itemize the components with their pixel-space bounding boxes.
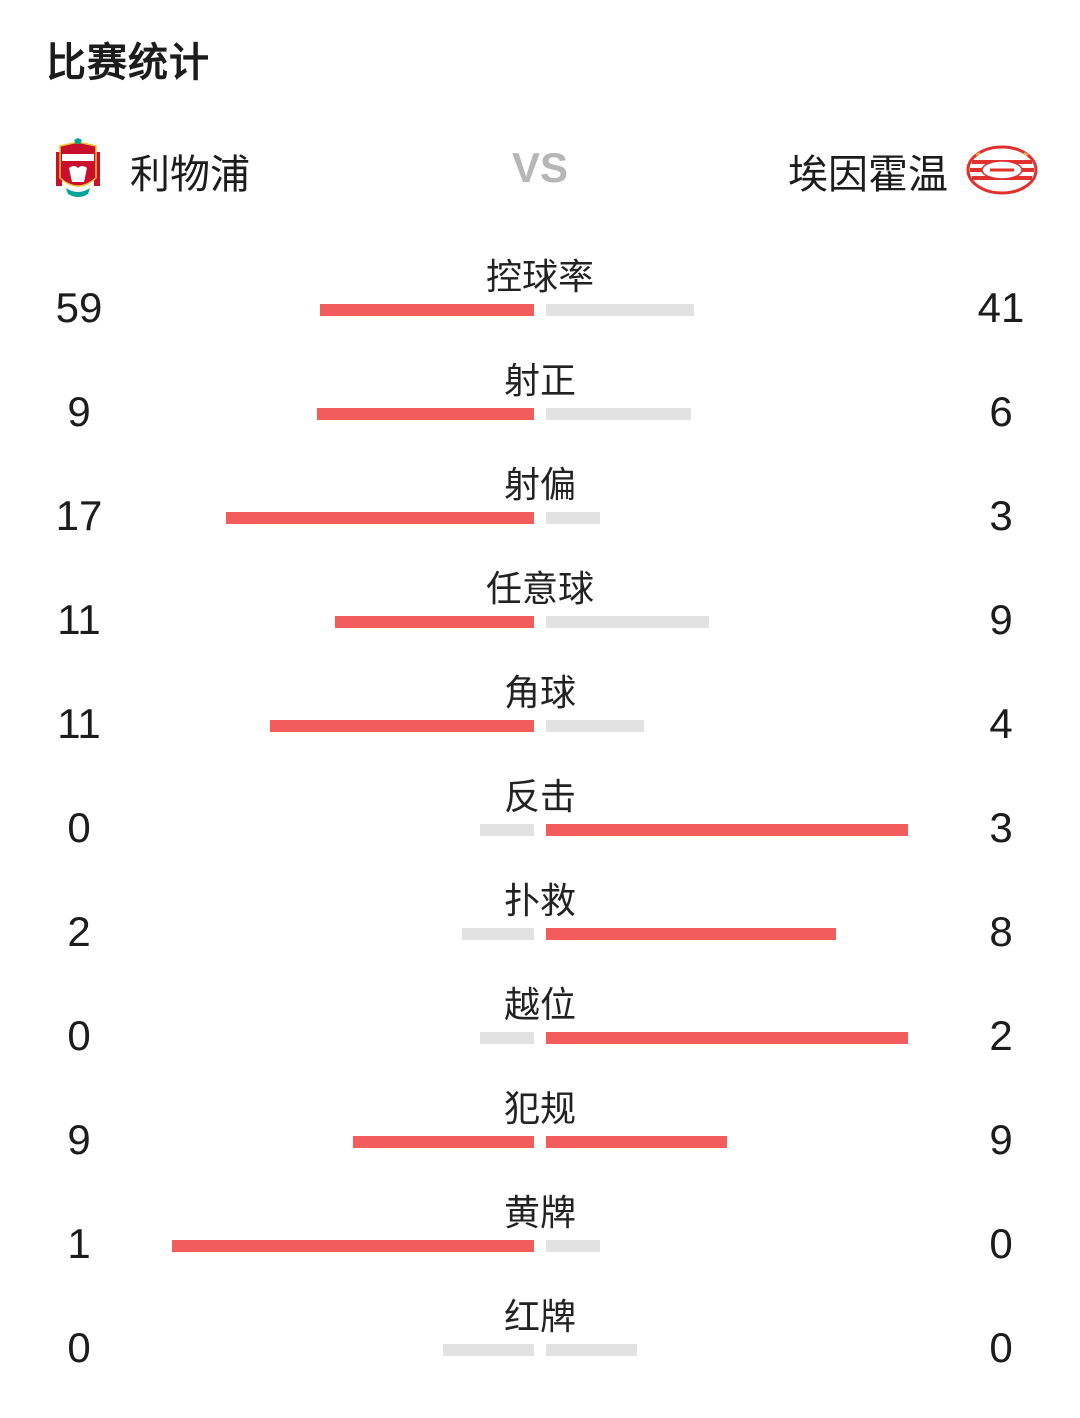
home-team-name: 利物浦 bbox=[130, 152, 250, 198]
away-value: 0 bbox=[989, 1220, 1013, 1267]
away-bar bbox=[546, 408, 691, 420]
stat-label: 越位 bbox=[503, 985, 576, 1026]
home-value: 9 bbox=[67, 1116, 91, 1163]
home-value: 9 bbox=[67, 388, 91, 435]
vs-label: VS bbox=[511, 144, 569, 191]
liverpool-crest-icon bbox=[56, 138, 100, 197]
stat-row: 犯规 9 9 bbox=[0, 1072, 1080, 1176]
stat-row: 红牌 0 0 bbox=[0, 1280, 1080, 1384]
stat-label: 任意球 bbox=[485, 569, 594, 610]
away-bar bbox=[546, 616, 709, 628]
home-value: 59 bbox=[55, 284, 103, 331]
home-bar bbox=[172, 1240, 534, 1252]
away-bar bbox=[546, 824, 908, 836]
home-bar bbox=[443, 1344, 534, 1356]
away-value: 41 bbox=[977, 284, 1025, 331]
stat-row: 扑救 2 8 bbox=[0, 864, 1080, 968]
away-value: 8 bbox=[989, 908, 1013, 955]
stat-label: 射正 bbox=[503, 361, 576, 402]
home-value: 1 bbox=[67, 1220, 91, 1267]
stats-list: 控球率 59 41 射正 9 6 射偏 17 3 任意球 11 9 角球 11 4 反击 0 3 扑救 2 8 越位 0 2 犯… bbox=[0, 240, 1080, 1384]
stat-row: 角球 11 4 bbox=[0, 656, 1080, 760]
stat-label: 扑救 bbox=[503, 881, 576, 922]
home-bar bbox=[480, 824, 534, 836]
stat-row: 射正 9 6 bbox=[0, 344, 1080, 448]
stat-row: 反击 0 3 bbox=[0, 760, 1080, 864]
stat-label: 黄牌 bbox=[503, 1193, 576, 1234]
home-value: 2 bbox=[67, 908, 91, 955]
away-bar bbox=[546, 928, 836, 940]
stat-label: 红牌 bbox=[503, 1297, 576, 1338]
stat-row: 任意球 11 9 bbox=[0, 552, 1080, 656]
away-bar bbox=[546, 1136, 727, 1148]
away-bar bbox=[546, 304, 694, 316]
home-bar bbox=[353, 1136, 534, 1148]
page-title: 比赛统计 bbox=[46, 40, 210, 86]
home-value: 11 bbox=[57, 700, 101, 747]
away-bar bbox=[546, 1344, 637, 1356]
stat-row: 射偏 17 3 bbox=[0, 448, 1080, 552]
stat-row: 越位 0 2 bbox=[0, 968, 1080, 1072]
away-bar bbox=[546, 1032, 908, 1044]
away-value: 4 bbox=[989, 700, 1013, 747]
away-value: 9 bbox=[989, 1116, 1013, 1163]
home-value: 0 bbox=[67, 804, 91, 851]
home-bar bbox=[462, 928, 534, 940]
stat-label: 犯规 bbox=[503, 1089, 576, 1130]
home-bar bbox=[320, 304, 534, 316]
away-team-name: 埃因霍温 bbox=[788, 152, 948, 198]
home-value: 11 bbox=[57, 596, 101, 643]
away-bar bbox=[546, 1240, 600, 1252]
stat-row: 控球率 59 41 bbox=[0, 240, 1080, 344]
stat-label: 角球 bbox=[503, 673, 576, 714]
away-value: 2 bbox=[989, 1012, 1013, 1059]
home-value: 17 bbox=[55, 492, 103, 539]
teams-header: 利物浦 VS 埃因霍温 bbox=[0, 130, 1080, 210]
stat-label: 反击 bbox=[503, 777, 576, 818]
home-bar bbox=[270, 720, 534, 732]
psv-crest-icon bbox=[966, 145, 1038, 195]
home-bar bbox=[317, 408, 534, 420]
away-bar bbox=[546, 512, 600, 524]
stat-label: 射偏 bbox=[503, 465, 576, 506]
home-value: 0 bbox=[67, 1012, 91, 1059]
home-bar bbox=[480, 1032, 534, 1044]
stat-row: 黄牌 1 0 bbox=[0, 1176, 1080, 1280]
away-value: 6 bbox=[989, 388, 1013, 435]
home-value: 0 bbox=[67, 1324, 91, 1371]
stat-label: 控球率 bbox=[485, 257, 594, 298]
away-value: 3 bbox=[989, 492, 1013, 539]
home-bar bbox=[226, 512, 534, 524]
away-value: 3 bbox=[989, 804, 1013, 851]
home-bar bbox=[335, 616, 534, 628]
away-value: 9 bbox=[989, 596, 1013, 643]
away-bar bbox=[546, 720, 644, 732]
away-value: 0 bbox=[989, 1324, 1013, 1371]
